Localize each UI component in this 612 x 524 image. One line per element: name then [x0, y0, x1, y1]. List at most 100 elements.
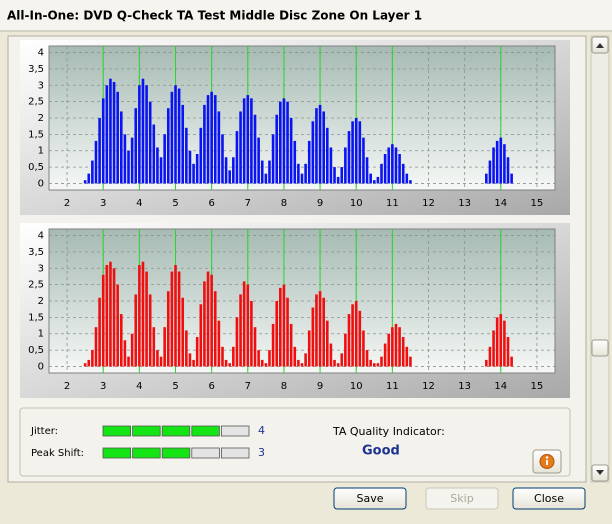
- y-tick-label: 2,5: [28, 97, 44, 108]
- bar: [506, 337, 510, 367]
- button-frame[interactable]: [512, 487, 586, 510]
- bar: [286, 297, 289, 367]
- bar: [275, 114, 278, 184]
- gauge-segment-filled: [132, 447, 161, 459]
- bar: [358, 310, 362, 367]
- x-tick-label: 5: [172, 198, 178, 209]
- bar: [495, 140, 499, 184]
- button[interactable]: Save: [333, 487, 407, 510]
- bar: [246, 284, 250, 367]
- x-tick-label: 2: [64, 381, 70, 392]
- bar: [94, 327, 98, 367]
- bar: [492, 330, 495, 367]
- bar: [145, 85, 148, 184]
- buttons: Save Skip Close: [333, 487, 586, 510]
- bar: [405, 173, 409, 184]
- bar: [362, 330, 365, 367]
- bar: [170, 271, 174, 367]
- bar: [134, 108, 138, 184]
- y-tick-label: 1,5: [28, 312, 44, 323]
- bar: [315, 108, 318, 184]
- bar: [119, 314, 123, 367]
- x-tick-label: 3: [100, 198, 106, 209]
- chart: 0 0,5 1 1,5 2 2,5 3 3,5 4 2 3 4 5 6 7 8 9 10 11 12 13 14 15: [20, 223, 570, 398]
- bar: [344, 333, 347, 367]
- indicator-value: 4: [258, 424, 265, 437]
- bar: [87, 359, 91, 367]
- button-frame[interactable]: [333, 487, 407, 510]
- bar: [221, 134, 224, 184]
- bar: [289, 323, 293, 367]
- bar: [163, 134, 166, 184]
- y-tick-label: 4: [38, 231, 44, 242]
- bar: [91, 160, 94, 184]
- y-tick-label: 3,5: [28, 247, 44, 258]
- bar: [174, 265, 177, 367]
- bar: [318, 104, 322, 184]
- bar: [253, 327, 257, 367]
- bar: [503, 320, 506, 367]
- bar: [163, 327, 166, 367]
- scroll-thumb[interactable]: [591, 339, 609, 357]
- scrollbar[interactable]: [590, 35, 610, 483]
- bar: [141, 78, 145, 184]
- info-icon-bar: [546, 460, 548, 465]
- bar: [192, 359, 195, 367]
- bar: [232, 346, 235, 367]
- bar: [185, 330, 188, 367]
- bar: [203, 104, 206, 184]
- indicator-label: Peak Shift:: [31, 448, 84, 459]
- bar: [228, 363, 232, 367]
- bar: [181, 297, 185, 367]
- button-frame: [425, 487, 499, 510]
- bar: [199, 304, 203, 367]
- quality-value: Good: [362, 444, 400, 459]
- bar: [268, 160, 271, 184]
- button-label[interactable]: Save: [356, 492, 383, 505]
- x-tick-label: 15: [531, 381, 544, 392]
- bar: [282, 284, 286, 367]
- bar: [506, 157, 510, 184]
- bar: [156, 147, 159, 184]
- bar: [210, 91, 213, 184]
- bar: [369, 359, 372, 367]
- bar: [347, 314, 351, 367]
- bar: [257, 350, 260, 367]
- bar: [275, 301, 278, 367]
- button-label: Skip: [450, 492, 473, 505]
- bar: [300, 363, 304, 367]
- bar: [203, 281, 206, 367]
- button[interactable]: Close: [512, 487, 586, 510]
- bar: [372, 363, 376, 367]
- bar: [239, 111, 242, 184]
- info-button[interactable]: [532, 449, 562, 474]
- bar: [101, 98, 105, 184]
- bar: [159, 356, 163, 367]
- bar: [307, 330, 311, 367]
- bar: [372, 180, 376, 184]
- bar: [485, 359, 488, 367]
- bar: [217, 320, 221, 367]
- x-tick-label: 13: [458, 381, 471, 392]
- bar: [246, 95, 250, 184]
- bar: [333, 359, 336, 367]
- button: Skip: [425, 487, 499, 510]
- bar: [181, 104, 185, 184]
- bar: [134, 294, 138, 367]
- bar: [239, 294, 242, 367]
- button-label[interactable]: Close: [534, 492, 564, 505]
- x-tick-label: 9: [317, 198, 323, 209]
- bar: [224, 157, 228, 184]
- gauge-segment-filled: [102, 447, 132, 459]
- bar: [271, 134, 275, 184]
- bar: [195, 337, 199, 367]
- x-tick-label: 6: [208, 198, 214, 209]
- bar: [391, 144, 394, 184]
- bar: [311, 121, 315, 184]
- bar: [188, 353, 192, 367]
- bar: [253, 114, 257, 184]
- bar: [297, 359, 300, 367]
- bar: [485, 173, 488, 184]
- bar: [307, 140, 311, 184]
- bar: [87, 173, 91, 184]
